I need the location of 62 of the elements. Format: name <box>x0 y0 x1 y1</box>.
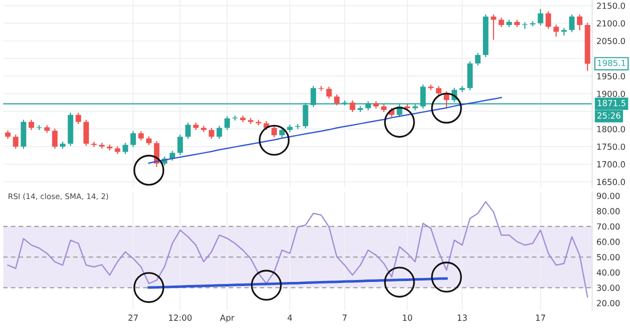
point <box>133 272 164 303</box>
candlestick <box>177 134 183 156</box>
y-tick-label: 1700.0 <box>597 161 625 168</box>
point <box>384 106 415 138</box>
x-tick-label: 17 <box>536 314 546 321</box>
candlestick <box>576 14 582 31</box>
candlestick <box>271 125 277 138</box>
candlestick <box>538 8 544 26</box>
x-tick-label: 10 <box>402 314 412 321</box>
y-tick-label: 2050.0 <box>596 38 625 44</box>
y-tick-label: 90.00 <box>596 192 620 200</box>
candlestick <box>122 142 128 155</box>
candlestick <box>279 127 285 138</box>
candlestick <box>498 17 504 28</box>
y-tick-label: 1650.0 <box>597 178 625 186</box>
candlestick <box>83 119 89 146</box>
candlestick <box>334 94 340 106</box>
candlestick <box>224 116 230 131</box>
candlestick <box>208 127 214 140</box>
y-tick-label: 2150.0 <box>596 2 625 9</box>
point <box>384 266 415 298</box>
y-tick-label: 20.00 <box>596 300 620 306</box>
y-tick-label: 30.00 <box>597 284 620 291</box>
candlestick <box>216 125 222 140</box>
y-tick-label: 1750.0 <box>597 144 625 150</box>
candlestick <box>76 112 82 125</box>
point <box>431 92 462 124</box>
text: 25:26 <box>598 112 620 119</box>
y-tick-label: 1900.0 <box>597 90 625 98</box>
x-tick-label: 27 <box>128 314 138 321</box>
y-tick-label: 2100.0 <box>596 20 625 27</box>
candlestick <box>546 10 552 30</box>
x-tick-label: 4 <box>288 314 292 321</box>
candlestick <box>475 52 481 66</box>
x-tick-label: 7 <box>342 314 347 321</box>
x-tick-label: 13 <box>458 314 467 321</box>
candlestick <box>553 24 559 38</box>
point <box>431 262 462 293</box>
y-tick-label: 70.00 <box>597 223 620 230</box>
ref-line-label: 1871.5 <box>598 100 626 106</box>
y-tick-label: 1800.0 <box>597 126 625 132</box>
y-tick-label: 50.00 <box>597 254 620 260</box>
candlestick <box>436 85 442 96</box>
point <box>258 124 290 156</box>
candlestick <box>569 14 575 33</box>
annotation: 1985.1 <box>598 60 626 66</box>
x-tick-label: 12:00 <box>169 314 192 321</box>
candlestick <box>52 128 58 150</box>
y-tick-label: 60.00 <box>596 238 620 245</box>
line-series <box>7 201 588 298</box>
x-tick-label: Apr <box>220 314 234 322</box>
candlestick <box>185 122 191 140</box>
point <box>250 270 282 301</box>
candlestick <box>138 130 144 142</box>
y-tick-label: 1950.0 <box>597 73 625 80</box>
candlestick <box>12 134 18 150</box>
candlestick <box>130 130 136 148</box>
point <box>133 154 164 186</box>
candlestick <box>350 100 356 113</box>
candlestick <box>28 119 34 131</box>
y-tick-label: 40.00 <box>596 269 620 276</box>
y-tick-label: 80.00 <box>596 208 620 214</box>
